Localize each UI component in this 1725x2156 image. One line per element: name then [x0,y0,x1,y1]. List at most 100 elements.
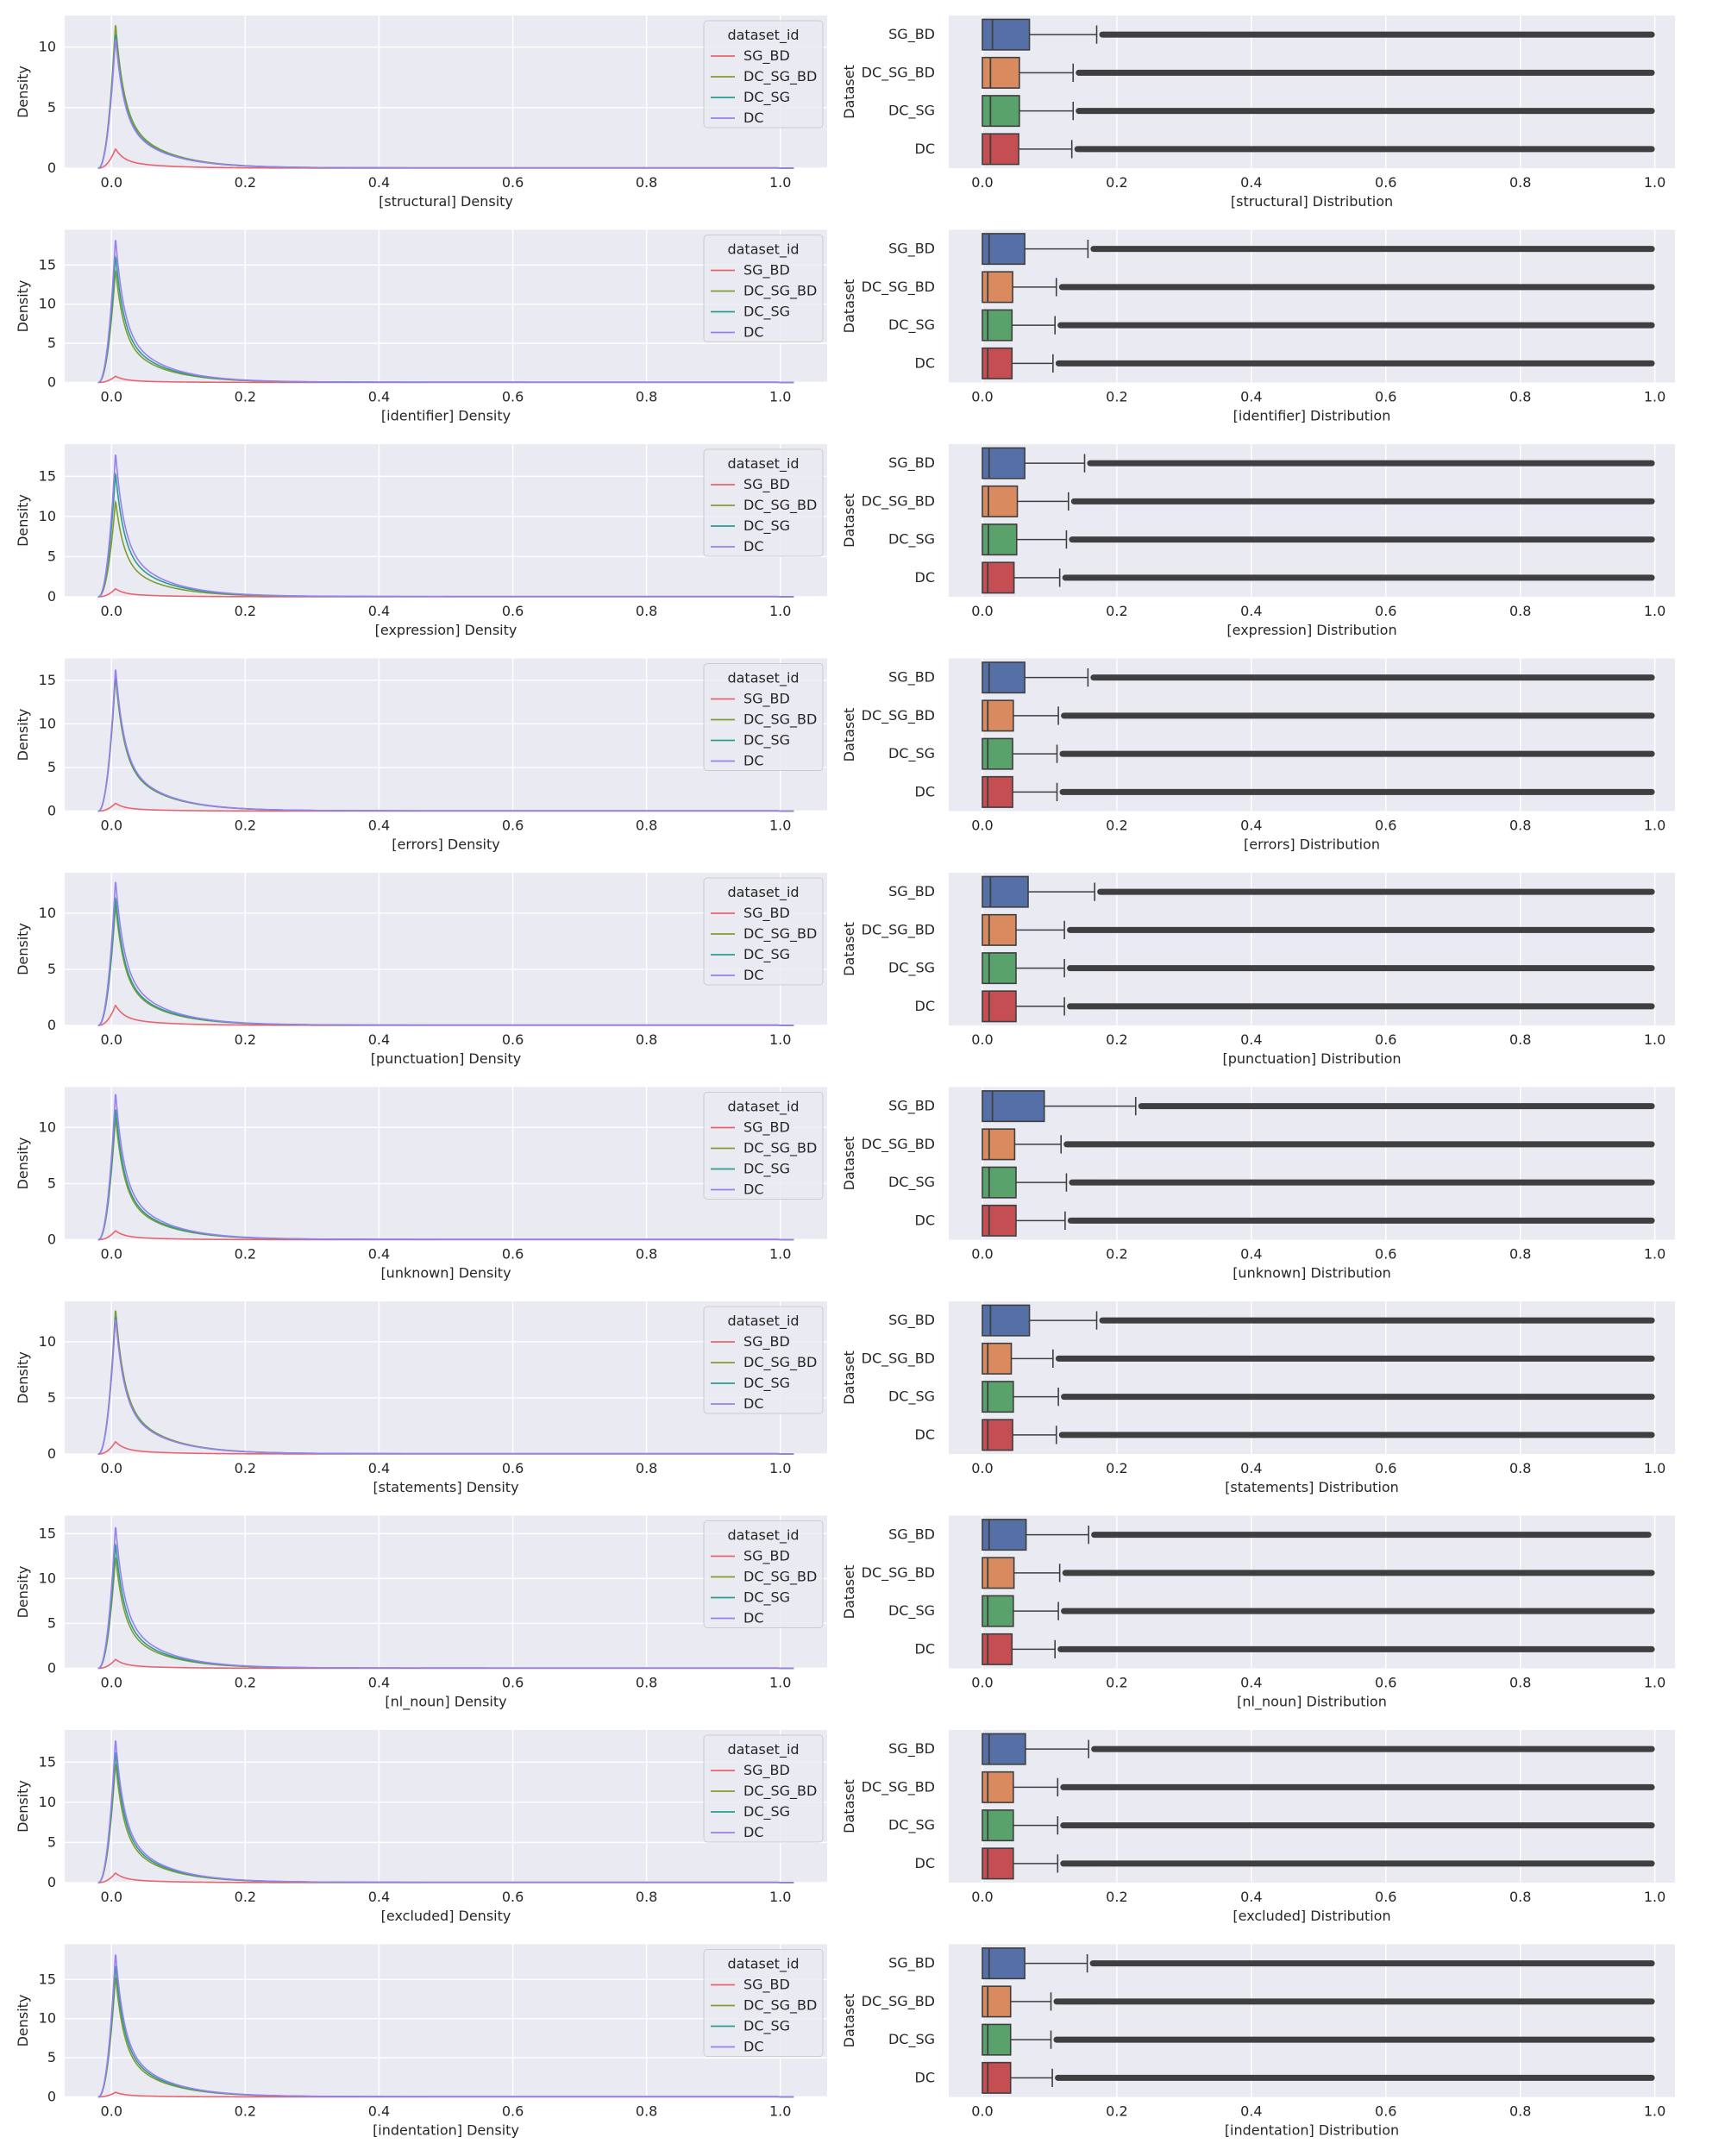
legend-label: SG_BD [743,1119,790,1137]
x-tick-label: 0.6 [1375,2103,1396,2120]
x-tick-label: 0.6 [502,1460,524,1476]
x-tick-label: 0.6 [1375,603,1396,619]
outliers [1069,1179,1655,1186]
y-tick-label: 15 [39,467,56,484]
y-tick-label: DC [915,998,936,1014]
x-tick-label: 1.0 [769,1460,791,1476]
box-dc [982,775,1013,808]
y-tick-label: 15 [39,672,56,688]
y-tick-label: DC_SG [888,103,935,120]
y-tick-label: DC_SG_BD [862,1778,935,1796]
legend-label: DC_SG_BD [743,925,817,943]
plot-background [65,1944,827,2097]
plot-background [65,229,827,383]
x-tick-label: 1.0 [769,2103,791,2120]
outliers [1055,2074,1655,2081]
plot-background [949,873,1675,1025]
x-tick-label: 0.6 [502,603,524,619]
y-tick-label: DC_SG_BD [862,921,935,938]
x-tick-label: 0.8 [636,2103,657,2120]
legend-label: SG_BD [743,691,790,708]
y-tick-label: DC_SG_BD [862,1993,935,2010]
y-axis-label: Dataset [841,1351,857,1405]
y-tick-label: 10 [39,905,56,921]
outliers [1053,1998,1655,2005]
legend-label: DC [743,2039,764,2055]
x-tick-label: 0.0 [101,1889,122,1905]
y-tick-label: SG_BD [888,241,935,258]
x-tick-label: 1.0 [769,603,791,619]
y-axis-label: Dataset [841,65,857,119]
kde-line-dc [97,1094,794,1241]
kde-panel: 0.0 0.2 0.4 0.6 0.8 1.0 0 5 10 15 Density [identifi… [15,229,827,424]
legend: dataset_id SG_BD DC_SG_BD DC_SG DC [703,1949,824,2057]
legend: dataset_id SG_BD DC_SG_BD DC_SG DC [703,1734,824,1843]
kde-panel: 0.0 0.2 0.4 0.6 0.8 1.0 0 5 10 15 Density [nl_noun]… [15,1515,827,1711]
legend-title: dataset_id [727,1313,799,1330]
kde-line-dc [97,454,794,598]
plot-background [949,444,1675,597]
x-tick-label: 0.2 [1106,389,1127,405]
outliers [1087,460,1655,467]
kde-panel: 0.0 0.2 0.4 0.6 0.8 1.0 0 5 10 Density [statements… [15,1301,827,1495]
y-tick-label: SG_BD [888,883,935,900]
plot-background [65,444,827,597]
x-tick-label: 0.2 [235,389,256,405]
y-tick-label: DC_SG [888,745,935,762]
x-tick-label: 0.8 [1509,174,1531,191]
outliers [1059,788,1655,795]
outliers [1053,2036,1655,2043]
kde-line-dc [97,1954,794,2098]
x-tick-label: 0.0 [101,174,122,191]
x-axis-label: [excluded] Distribution [1233,1908,1390,1924]
x-tick-label: 0.2 [1106,1246,1127,1263]
y-tick-label: SG_BD [888,1098,935,1115]
x-tick-label: 0.6 [502,174,524,191]
y-tick-label: 5 [47,1389,56,1406]
legend-box [703,1520,824,1628]
x-tick-label: 0.0 [101,1460,122,1476]
x-axis-label: [nl_noun] Density [385,1694,506,1711]
x-tick-label: 0.0 [101,1246,122,1263]
x-tick-label: 1.0 [769,818,791,834]
box-dc-sg [982,523,1018,556]
box-dc-sg-bd [982,1342,1013,1375]
legend-label: DC_SG_BD [743,1569,817,1586]
legend-label: DC_SG [743,517,790,535]
x-tick-label: 0.4 [368,1675,390,1691]
y-tick-label: 5 [47,1833,56,1850]
x-tick-label: 0.2 [1106,1460,1127,1476]
x-axis-label: [expression] Distribution [1226,622,1396,638]
x-tick-label: 0.6 [1375,1889,1396,1905]
y-tick-label: 10 [39,296,56,312]
legend-label: DC_SG [743,1375,790,1392]
box-dc-sg [982,2023,1012,2056]
x-tick-label: 0.2 [235,818,256,834]
x-tick-label: 0.4 [1240,174,1262,191]
x-tick-label: 0.2 [1106,1675,1127,1691]
y-tick-label: DC_SG_BD [862,64,935,81]
y-tick-label: DC_SG_BD [862,1350,935,1367]
y-tick-label: DC [915,569,936,586]
x-tick-label: 0.8 [1509,818,1531,834]
y-tick-label: 5 [47,961,56,977]
x-tick-label: 0.0 [971,1246,993,1263]
y-tick-label: 5 [47,2049,56,2065]
x-tick-label: 0.0 [971,389,993,405]
x-tick-label: 1.0 [1644,1246,1665,1263]
y-tick-label: DC_SG_BD [862,492,935,510]
x-tick-label: 0.4 [368,2103,390,2120]
x-tick-label: 0.6 [1375,1675,1396,1691]
x-tick-label: 0.2 [235,1460,256,1476]
outliers [1059,750,1655,757]
kde-panel: 0.0 0.2 0.4 0.6 0.8 1.0 0 5 10 Density [punctuatio… [15,873,827,1067]
x-tick-label: 0.4 [1240,1460,1262,1476]
x-axis-label: [excluded] Density [381,1908,511,1924]
box-sg-bd [982,1090,1045,1123]
outliers [1067,1217,1655,1224]
x-tick-label: 0.6 [502,1889,524,1905]
outliers [1058,1432,1655,1438]
legend-label: DC_SG_BD [743,68,817,85]
kde-line-dc [97,1526,794,1670]
y-tick-label: SG_BD [888,26,935,43]
